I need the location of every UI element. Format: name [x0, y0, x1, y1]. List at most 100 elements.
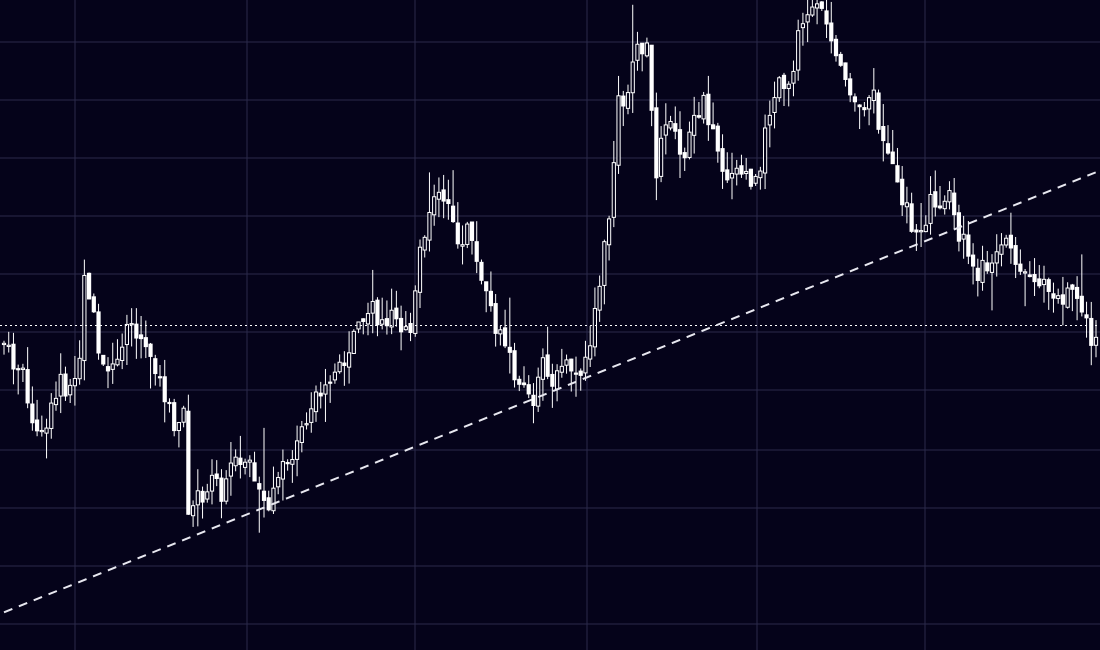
candle-body	[796, 30, 801, 71]
candle-body	[810, 6, 815, 16]
candle-body	[309, 408, 314, 423]
candle-body	[304, 423, 309, 426]
candle-body	[937, 205, 943, 209]
candle-body	[545, 354, 550, 377]
candle-body	[1008, 234, 1014, 249]
candle-body	[82, 274, 87, 362]
candle-body	[923, 224, 928, 233]
candle-body	[34, 419, 40, 432]
candle-body	[474, 241, 479, 262]
candle-body	[881, 126, 886, 142]
candle-body	[186, 410, 191, 515]
candle-body	[455, 222, 460, 245]
candle-body	[758, 170, 763, 179]
candle-body	[318, 392, 323, 397]
candle-body	[124, 323, 130, 346]
candle-body	[138, 334, 144, 340]
candle-body	[900, 178, 905, 206]
candle-body	[91, 296, 96, 313]
candle-body	[710, 124, 716, 130]
candle-body	[744, 170, 749, 174]
candle-body	[290, 459, 295, 465]
candle-body	[148, 343, 153, 357]
candle-body	[120, 346, 125, 362]
candle-body	[1074, 286, 1080, 299]
candle-body	[380, 319, 385, 325]
candle-body	[734, 167, 739, 175]
candle-body	[261, 490, 267, 501]
candle-body	[342, 362, 347, 366]
candle-body	[753, 175, 758, 184]
candle-body	[299, 426, 304, 443]
candle-body	[1070, 284, 1075, 290]
candle-body	[493, 303, 498, 334]
candle-body	[706, 93, 711, 126]
candle-body	[1089, 317, 1094, 346]
candle-body	[44, 427, 49, 434]
candle-body	[370, 300, 375, 314]
candle-body	[68, 384, 73, 396]
candle-body	[947, 190, 952, 203]
candle-body	[219, 477, 224, 502]
candle-body	[696, 115, 702, 118]
candle-body	[980, 259, 985, 283]
candle-body	[209, 474, 215, 492]
candle-body	[673, 123, 678, 132]
candle-body	[569, 358, 574, 372]
candle-body	[777, 77, 782, 99]
candle-body	[772, 97, 777, 113]
candle-body	[970, 254, 976, 267]
candle-body	[909, 203, 914, 232]
candle-body	[16, 368, 21, 371]
candle-body	[682, 152, 687, 159]
candle-body	[928, 193, 933, 224]
candle-body	[11, 343, 16, 370]
candle-body	[1027, 274, 1032, 278]
candle-body	[134, 323, 139, 339]
candle-body	[1051, 293, 1056, 299]
candle-body	[25, 369, 30, 404]
candle-body	[578, 370, 583, 376]
candle-body	[1004, 237, 1009, 246]
candle-body	[488, 290, 494, 307]
candle-body	[228, 462, 234, 477]
candle-body	[985, 262, 990, 272]
candle-body	[356, 321, 361, 330]
candle-body	[484, 281, 489, 292]
candle-body	[408, 322, 413, 334]
candle-body	[550, 373, 555, 387]
candle-body	[110, 363, 115, 370]
candle-body	[39, 429, 44, 433]
candle-body	[450, 205, 456, 223]
candle-body	[554, 370, 560, 390]
candle-body	[498, 329, 503, 335]
candle-body	[517, 378, 522, 385]
candle-body	[933, 191, 938, 208]
candle-body	[413, 290, 418, 334]
candle-body	[748, 168, 754, 187]
candle-body	[630, 61, 635, 94]
candle-body	[819, 1, 824, 9]
candle-body	[143, 337, 148, 348]
candle-body	[285, 462, 290, 465]
candle-body	[781, 74, 787, 89]
candle-body	[238, 457, 243, 465]
candle-body	[800, 23, 806, 29]
candle-body	[337, 361, 342, 373]
candle-body	[559, 365, 564, 373]
candle-body	[460, 244, 465, 247]
candle-body	[465, 223, 470, 245]
candle-body	[994, 251, 999, 264]
candle-body	[848, 78, 853, 96]
candle-body	[843, 62, 848, 80]
candle-body	[904, 202, 910, 208]
candle-body	[942, 200, 947, 210]
candle-body	[389, 309, 394, 328]
candle-body	[20, 367, 26, 370]
candle-body	[658, 137, 664, 177]
candle-body	[328, 381, 333, 384]
candle-body	[266, 497, 271, 511]
candle-body	[346, 352, 352, 368]
candle-body	[58, 373, 63, 397]
candle-body	[365, 313, 371, 325]
